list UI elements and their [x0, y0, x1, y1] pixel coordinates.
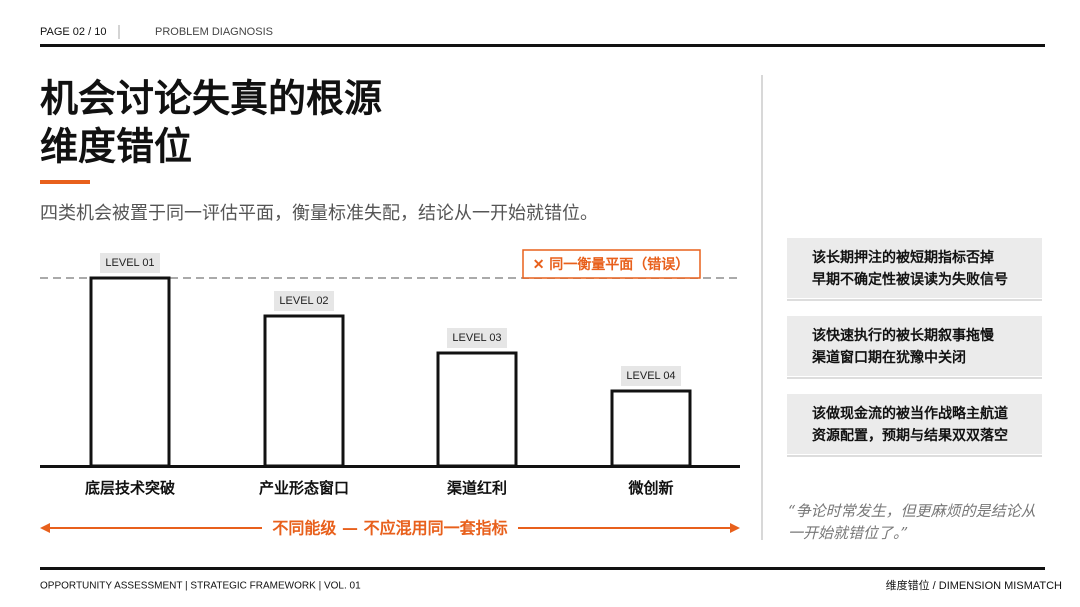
note-box — [787, 238, 1042, 298]
arrow-head — [730, 523, 740, 533]
level-name: 底层技术突破 — [85, 479, 175, 497]
level-tag: LEVEL 01 — [105, 257, 154, 269]
level-tag-bg — [447, 328, 507, 348]
level-tag-bg — [621, 366, 681, 386]
accent-bar — [40, 180, 90, 184]
plane-label: ✕ 同一衡量平面（错误） — [533, 256, 690, 273]
notes: 该长期押注的被短期指标否掉早期不确定性被误读为失败信号该快速执行的被长期叙事拖慢… — [787, 238, 1042, 457]
plane-label-box — [522, 249, 701, 279]
note-line: 该做现金流的被当作战略主航道 — [812, 405, 1008, 422]
levels: LEVEL 01 底层技术突破 LEVEL 02 产业形态窗口 LEVEL 03 渠道红利… — [85, 253, 692, 497]
baseline — [40, 465, 740, 468]
note-box — [787, 316, 1042, 376]
level-name: 产业形态窗口 — [259, 479, 349, 497]
level-tag: LEVEL 04 — [626, 370, 675, 382]
page-number: PAGE 02 / 10 — [40, 26, 106, 38]
footer-rule — [40, 567, 1045, 570]
footer-right: 维度错位 / DIMENSION MISMATCH — [886, 578, 1062, 592]
level-bar — [610, 389, 692, 468]
level-bar — [436, 351, 518, 468]
footer-left: OPPORTUNITY ASSESSMENT | STRATEGIC FRAME… — [40, 581, 361, 592]
note-line: 资源配置，预期与结果双双落空 — [812, 427, 1008, 444]
level-name: 渠道红利 — [447, 479, 507, 497]
level-tag: LEVEL 03 — [452, 332, 501, 344]
title-line: 维度错位 — [40, 124, 192, 169]
level-bar — [263, 314, 345, 468]
title-line: 机会讨论失真的根源 — [40, 76, 382, 121]
arrow-label-bg — [262, 516, 518, 540]
subtitle: 四类机会被置于同一评估平面，衡量标准失配，结论从一开始就错位。 — [40, 203, 598, 224]
note-line: 该快速执行的被长期叙事拖慢 — [812, 327, 995, 344]
note-line: 渠道窗口期在犹豫中关闭 — [811, 349, 966, 366]
arrow-head — [40, 523, 50, 533]
note-line: 早期不确定性被误读为失败信号 — [812, 271, 1008, 288]
section-label: PROBLEM DIAGNOSIS — [155, 26, 273, 38]
level-bar — [89, 276, 171, 468]
quote: “争论时常发生，但更麻烦的是结论从一开始就错位了。” — [788, 502, 1036, 542]
level-tag-bg — [274, 291, 334, 311]
arrow-label: 不同能级 — 不应混用同一套指标 — [272, 519, 507, 538]
note-box — [787, 394, 1042, 454]
header-rule — [40, 44, 1045, 47]
note-line: 该长期押注的被短期指标否掉 — [812, 249, 994, 266]
level-name: 微创新 — [627, 479, 673, 497]
level-tag: LEVEL 02 — [279, 295, 328, 307]
level-tag-bg — [100, 253, 160, 273]
